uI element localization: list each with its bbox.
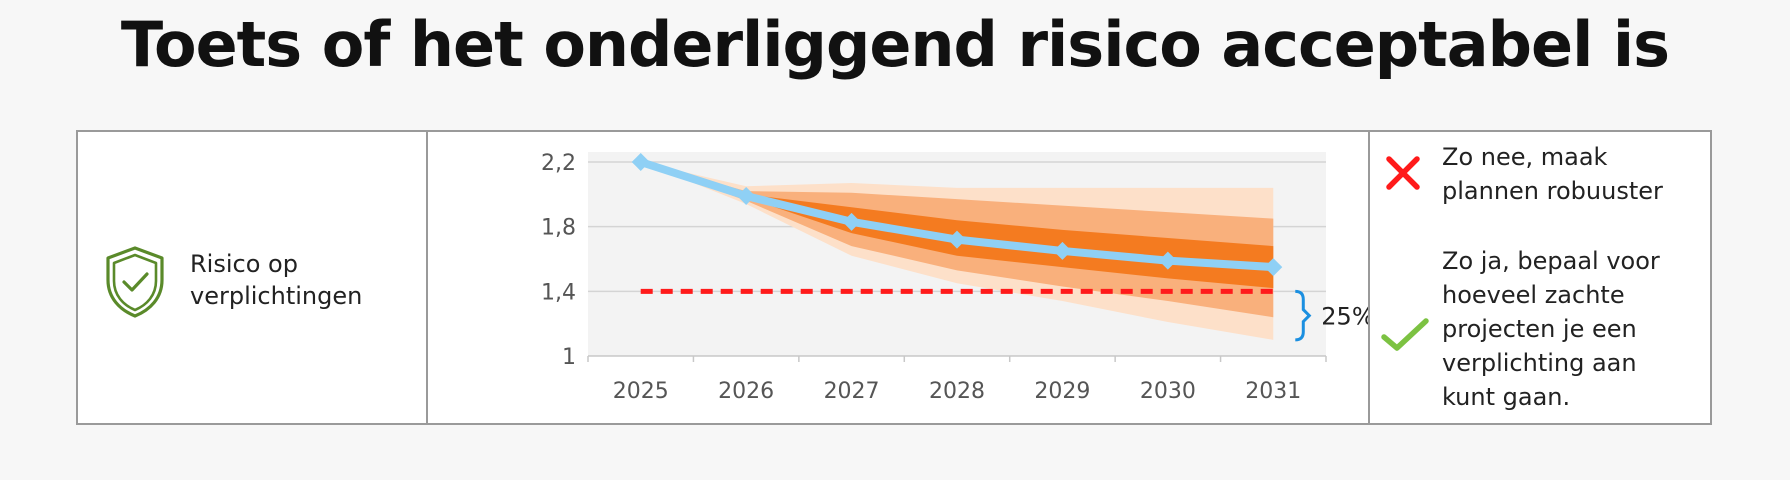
y-tick-label: 2,2: [541, 151, 576, 176]
x-tick-label: 2027: [824, 379, 880, 404]
option-yes-line: verplichting aan: [1442, 349, 1637, 377]
y-tick-label: 1,8: [541, 216, 576, 241]
y-tick-label: 1,4: [541, 280, 576, 305]
data-point: [1158, 251, 1177, 270]
data-point: [1053, 241, 1072, 260]
decision-cell: Zo nee, maak plannen robuuster Zo ja, be…: [1370, 132, 1710, 423]
risk-chart: 1 1,4 1,8 2,2 2025 2026 2027 2028 2029 2030 2031 25…: [541, 151, 1375, 404]
option-no-line: Zo nee, maak: [1442, 143, 1608, 171]
data-point: [737, 186, 756, 205]
x-tick-label: 2025: [613, 379, 669, 404]
risk-label-line-1: Risico op: [190, 250, 298, 278]
risk-category-cell: Risico op verplichtingen: [78, 132, 426, 423]
chart-cell: 1 1,4 1,8 2,2 2025 2026 2027 2028 2029 2030 2031 25…: [428, 132, 1375, 423]
data-point: [948, 230, 966, 249]
shield-check-icon: [106, 246, 164, 318]
option-yes-text: Zo ja, bepaal voor hoeveel zachte projec…: [1442, 244, 1702, 414]
option-yes-line: kunt gaan.: [1442, 383, 1571, 411]
risk-panel: Risico op verplichtingen 1 1,4 1,8 2,2 2025 2…: [76, 130, 1712, 425]
option-yes-line: projecten je een: [1442, 315, 1637, 343]
data-point: [1264, 258, 1283, 277]
cross-icon: [1386, 156, 1420, 190]
x-tick-label: 2030: [1140, 379, 1196, 404]
data-point: [631, 153, 650, 171]
option-no-text: Zo nee, maak plannen robuuster: [1442, 140, 1702, 208]
option-yes-line: hoeveel zachte: [1442, 281, 1625, 309]
check-icon: [1381, 318, 1429, 351]
option-no-line: plannen robuuster: [1442, 177, 1663, 205]
divider-left: [426, 132, 428, 423]
divider-right: [1368, 132, 1370, 423]
x-tick-label: 2028: [929, 379, 985, 404]
risk-label-line-2: verplichtingen: [190, 282, 363, 310]
risk-annotation-label: 25%: [1321, 303, 1368, 331]
risk-bracket: [1295, 289, 1312, 342]
page-title: Toets of het onderliggend risico accepta…: [120, 8, 1670, 81]
option-yes-line: Zo ja, bepaal voor: [1442, 247, 1660, 275]
x-tick-label: 2031: [1245, 379, 1301, 404]
x-tick-label: 2026: [718, 379, 774, 404]
y-tick-label: 1: [562, 345, 576, 370]
risk-label: Risico op verplichtingen: [190, 248, 420, 312]
data-point: [842, 212, 861, 231]
x-tick-label: 2029: [1034, 379, 1090, 404]
